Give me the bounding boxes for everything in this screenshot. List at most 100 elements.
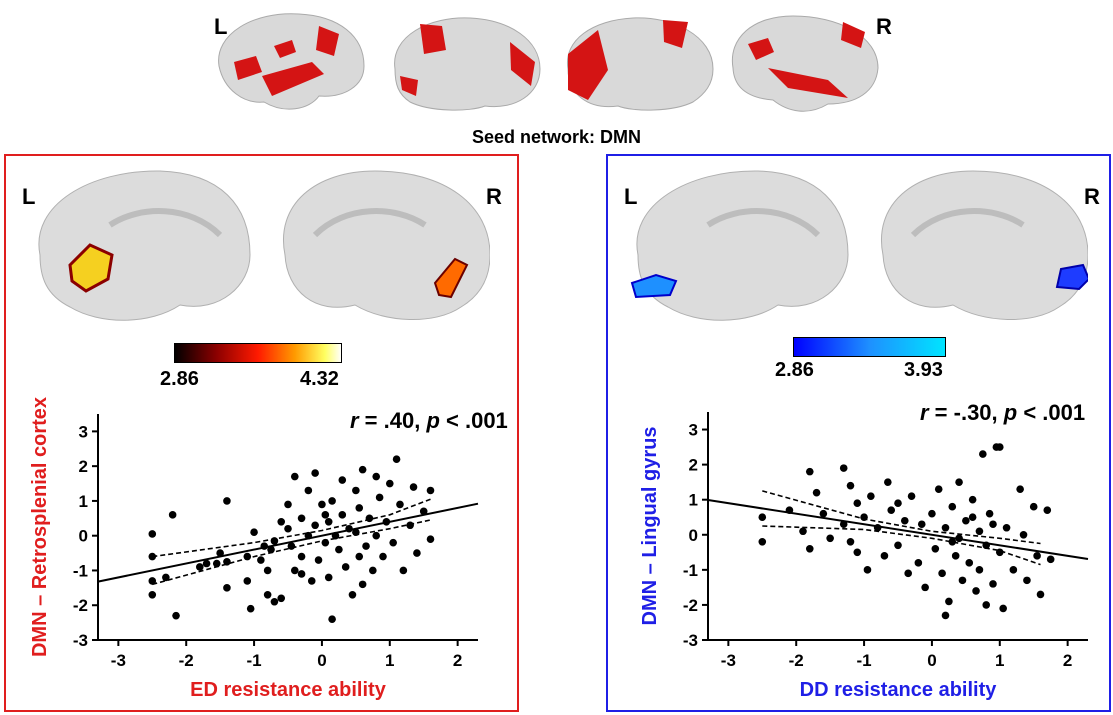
data-point	[900, 516, 909, 525]
data-point	[352, 486, 360, 495]
stat-dd-p: p	[1003, 400, 1018, 425]
y-tick-label: 2	[689, 456, 698, 475]
data-point	[968, 495, 977, 504]
data-point	[270, 597, 279, 606]
x-tick-label: 2	[1063, 651, 1072, 670]
data-point	[972, 587, 980, 595]
data-point	[426, 486, 435, 495]
data-point	[243, 577, 252, 585]
data-point	[1043, 506, 1052, 515]
data-point	[348, 591, 357, 599]
data-point	[785, 506, 794, 515]
data-point	[975, 527, 984, 536]
data-point	[257, 556, 265, 564]
data-point	[975, 566, 984, 574]
data-point	[1019, 530, 1028, 539]
brain-dd-left-medial	[630, 170, 849, 321]
data-point	[365, 514, 374, 523]
data-point	[982, 601, 991, 609]
fit-line	[97, 502, 479, 583]
y-tick-label: -1	[683, 561, 698, 580]
data-point	[311, 521, 319, 530]
data-point	[921, 583, 929, 592]
brain-dd-right-medial	[881, 170, 1088, 321]
data-point	[846, 537, 855, 546]
data-point	[887, 506, 896, 515]
data-point	[928, 509, 936, 518]
stat-dd-text: = -.30,	[928, 400, 1004, 425]
data-point	[989, 520, 997, 529]
data-point	[758, 537, 767, 546]
x-tick-label: -3	[111, 651, 126, 670]
y-tick-label: 2	[79, 457, 88, 476]
data-point	[223, 497, 231, 505]
data-point	[413, 549, 421, 557]
data-point	[1016, 485, 1024, 493]
data-point	[148, 552, 157, 561]
panel-ed	[4, 154, 519, 712]
data-point	[223, 557, 231, 566]
data-point	[148, 577, 157, 585]
brain-ed-left-medial	[38, 170, 251, 321]
y-tick-label: -3	[73, 631, 88, 650]
data-point	[799, 527, 807, 536]
data-point	[409, 483, 418, 491]
stat-ed: r = .40, p < .001	[350, 408, 508, 434]
data-point	[941, 523, 950, 532]
data-point	[223, 584, 231, 592]
y-tick-label: -1	[73, 561, 88, 580]
data-point	[284, 524, 292, 533]
ci-upper	[762, 490, 1041, 545]
data-point	[995, 443, 1004, 451]
x-tick-label: -2	[789, 651, 804, 670]
data-point	[168, 511, 177, 519]
y-tick-label: 0	[79, 527, 88, 546]
x-tick-label: 1	[995, 651, 1004, 670]
stat-dd-tail: < .001	[1017, 400, 1086, 425]
x-tick-label: -1	[247, 651, 262, 670]
data-point	[379, 552, 387, 561]
stat-ed-p: p	[426, 408, 440, 433]
data-point	[362, 542, 370, 550]
data-point	[318, 500, 326, 509]
data-point	[392, 455, 401, 463]
x-tick-label: -1	[857, 651, 872, 670]
data-point	[267, 545, 275, 554]
data-point	[985, 509, 994, 518]
data-point	[328, 497, 336, 505]
data-point	[907, 492, 916, 500]
data-point	[406, 521, 414, 530]
data-point	[355, 504, 364, 512]
data-point	[948, 502, 957, 511]
x-axis-label: ED resistance ability	[190, 679, 387, 701]
top-label-left: L	[214, 14, 228, 39]
data-point	[884, 478, 892, 486]
data-point	[1009, 566, 1018, 574]
data-point	[324, 573, 333, 582]
data-point	[839, 520, 848, 529]
data-point	[314, 556, 323, 564]
brain-ed-right-medial	[283, 170, 490, 321]
data-point	[999, 604, 1007, 613]
data-point	[1029, 502, 1038, 511]
data-point	[396, 500, 404, 509]
ci-upper	[152, 498, 431, 558]
scatter-ed: -3 -2 -1 0 1 2 -3 -2 -1 0 1 2 3 ED resistance ability…	[29, 397, 479, 701]
data-point	[880, 552, 889, 560]
data-point	[846, 481, 855, 490]
ci-lower	[152, 519, 431, 586]
data-point	[202, 559, 211, 568]
data-point	[941, 611, 950, 620]
data-point	[358, 465, 367, 474]
data-point	[873, 523, 882, 532]
y-tick-label: 1	[689, 491, 698, 510]
data-point	[338, 476, 347, 484]
data-point	[148, 530, 157, 538]
data-point	[335, 545, 343, 554]
brain-left-medial	[394, 17, 541, 111]
data-point	[385, 479, 394, 488]
data-point	[290, 472, 299, 481]
data-point	[148, 591, 157, 599]
scatter-dd: -3 -2 -1 0 1 2 -3 -2 -1 0 1 2 3 DD resistance ability…	[639, 412, 1089, 701]
brain-left-lateral	[218, 13, 365, 110]
